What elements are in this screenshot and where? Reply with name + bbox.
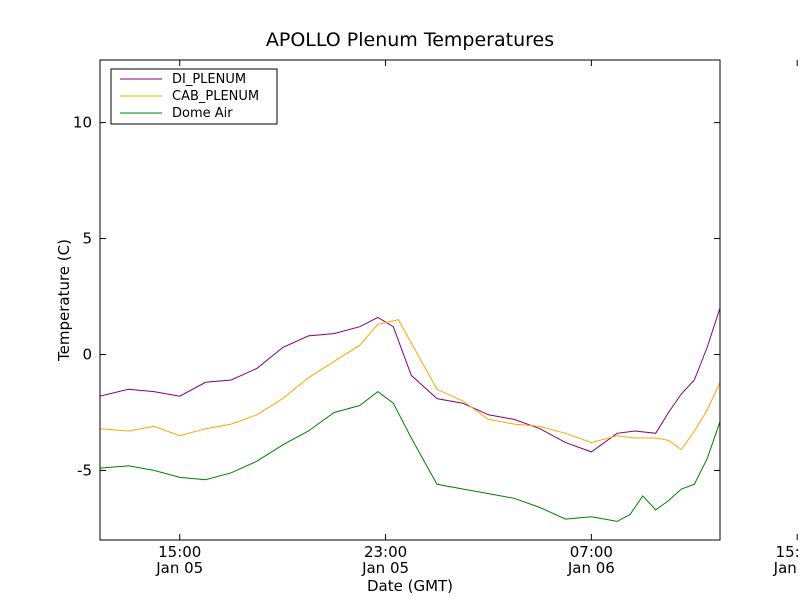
y-tick-label: -5 [77, 461, 92, 479]
x-tick-label-date: Jan 05 [155, 559, 203, 577]
x-axis-label: Date (GMT) [367, 577, 453, 595]
legend: DI_PLENUM CAB_PLENUM Dome Air [110, 68, 278, 125]
series-line-di-plenum [100, 307, 720, 453]
y-tick-label: 0 [82, 345, 92, 363]
x-tick-label-date: Jan 06 [773, 559, 800, 577]
x-tick-label-time: 15:00 [158, 543, 201, 561]
x-tick-label-time: 07:00 [570, 543, 613, 561]
series-line-dome-air [100, 390, 720, 522]
legend-label-di-plenum: DI_PLENUM [172, 72, 246, 87]
legend-label-dome-air: Dome Air [172, 106, 233, 121]
legend-label-cab-plenum: CAB_PLENUM [172, 89, 259, 104]
y-tick-label: 5 [82, 230, 92, 248]
x-tick-label-date: Jan 05 [361, 559, 409, 577]
series-lines [100, 307, 720, 522]
x-tick-label-date: Jan 06 [567, 559, 615, 577]
plot-frame [99, 59, 721, 541]
series-line-cab-plenum [100, 319, 720, 451]
x-tick-label-time: 15:00 [776, 543, 800, 561]
y-tick-label: 10 [73, 114, 92, 132]
y-axis-label: Temperature (C) [55, 239, 73, 362]
chart-title: APOLLO Plenum Temperatures [266, 29, 554, 51]
x-tick-label-time: 23:00 [364, 543, 407, 561]
